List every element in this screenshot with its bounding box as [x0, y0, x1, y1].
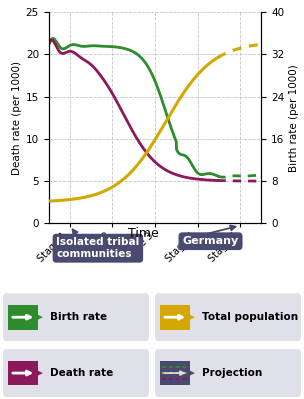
Y-axis label: Birth rate (per 1000): Birth rate (per 1000) [288, 64, 299, 172]
Text: Time: Time [127, 227, 158, 240]
Text: Isolated tribal
communities: Isolated tribal communities [56, 237, 140, 259]
Text: Death rate: Death rate [50, 368, 113, 378]
Text: Total population: Total population [202, 312, 298, 322]
Text: Projection: Projection [202, 368, 262, 378]
Y-axis label: Death rate (per 1000): Death rate (per 1000) [12, 61, 22, 175]
Text: Germany: Germany [182, 236, 239, 246]
Text: Birth rate: Birth rate [50, 312, 107, 322]
